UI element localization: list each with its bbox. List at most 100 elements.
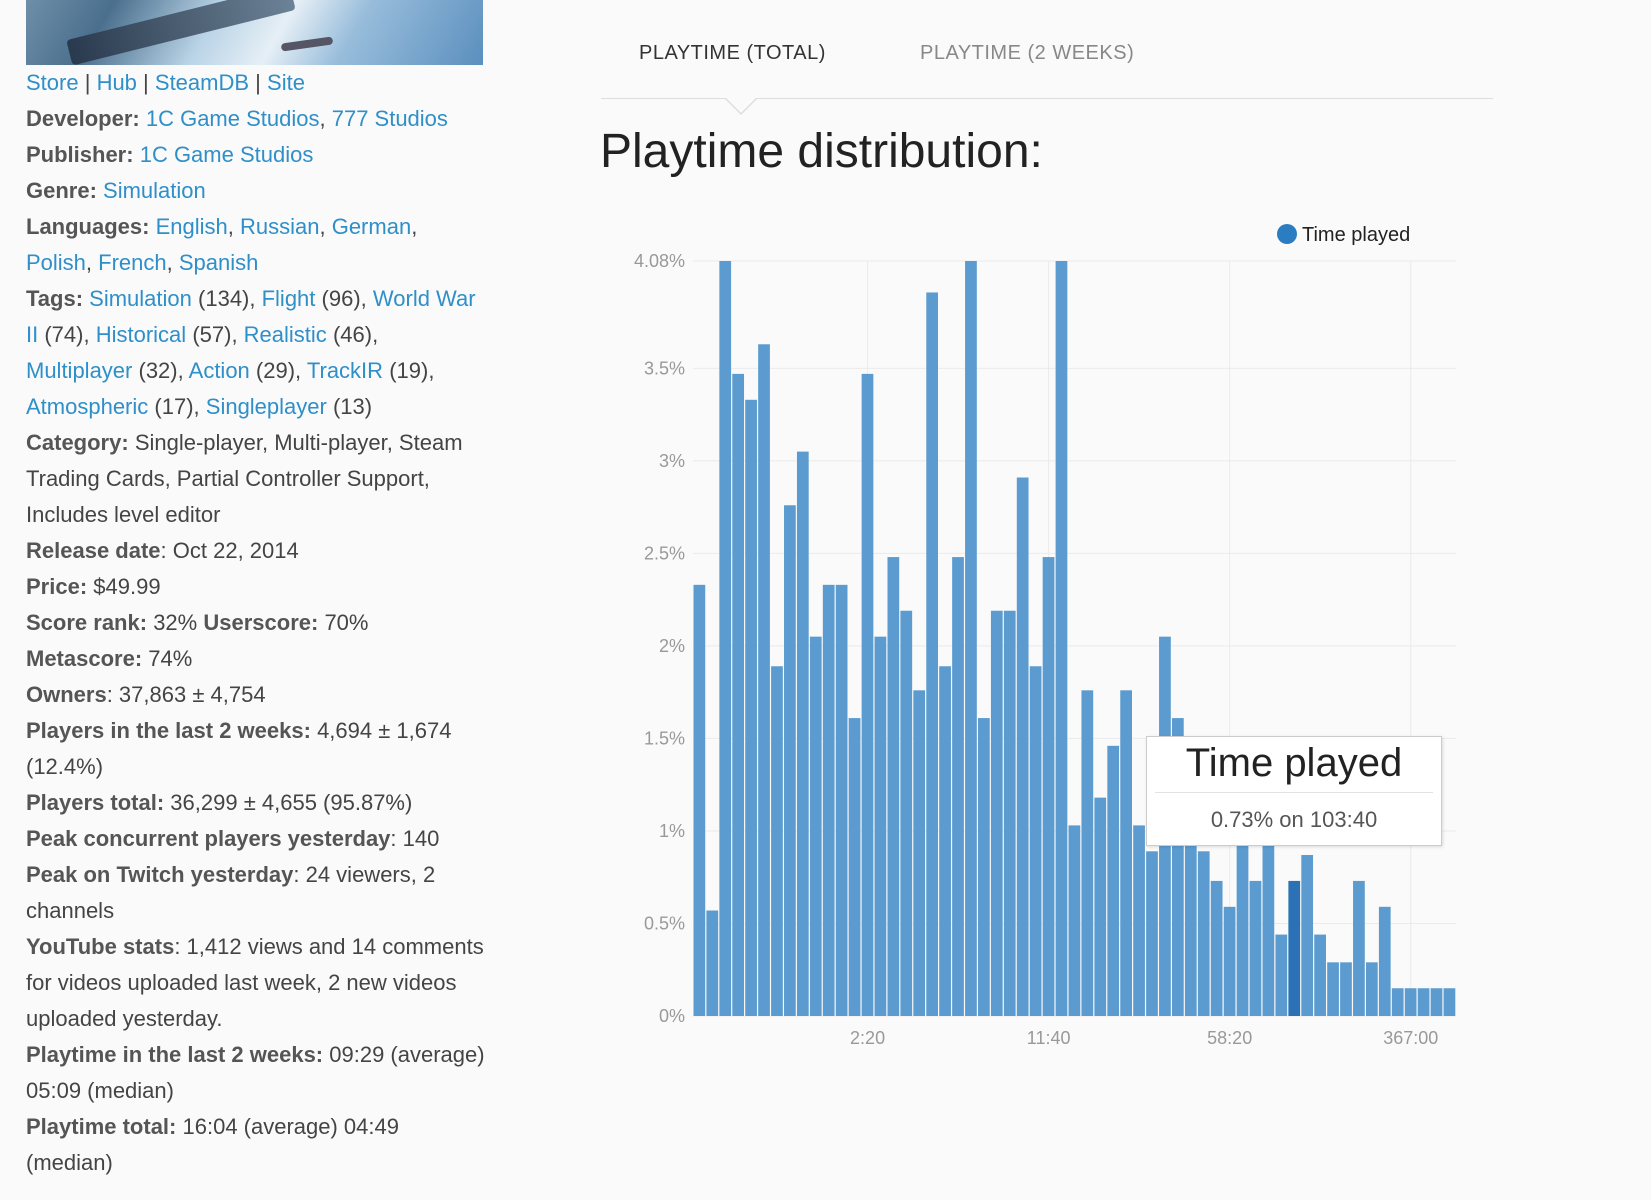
active-tab-pointer xyxy=(724,97,758,115)
tag-link[interactable]: Historical xyxy=(95,322,187,347)
histogram-bar xyxy=(784,505,796,1016)
histogram-bar xyxy=(1404,988,1417,1016)
tag-link[interactable]: Action xyxy=(188,358,250,383)
developer-link[interactable]: 1C Game Studios xyxy=(145,106,320,131)
owners-label: Owners xyxy=(26,682,107,707)
tag-count: (57) xyxy=(192,322,232,347)
histogram-bar xyxy=(952,557,964,1016)
language-link[interactable]: Polish xyxy=(26,250,86,275)
histogram-bar xyxy=(1353,880,1365,1016)
histogram-bar xyxy=(1016,477,1029,1017)
histogram-bar xyxy=(1197,851,1210,1016)
tooltip-text: 0.73% on 103:40 xyxy=(1210,807,1378,832)
tag-link[interactable]: Flight xyxy=(261,286,316,311)
genre-link[interactable]: Simulation xyxy=(103,178,206,203)
histogram-bar xyxy=(887,557,900,1016)
histogram-bar xyxy=(1340,962,1352,1016)
histogram-bar xyxy=(1184,775,1197,1016)
tab-playtime-total[interactable]: PLAYTIME (TOTAL) xyxy=(639,42,826,64)
histogram-bar xyxy=(1430,988,1443,1016)
histogram-bar xyxy=(874,636,887,1016)
language-link[interactable]: Spanish xyxy=(178,250,259,275)
peak-players-row: Peak concurrent players yesterday: 140 xyxy=(26,821,486,857)
score-rank-label: Score rank: xyxy=(26,610,148,635)
tags-row: Tags: Simulation (134), Flight (96), Wor… xyxy=(26,286,476,419)
site-link[interactable]: Site xyxy=(267,70,305,95)
histogram-bar xyxy=(926,292,939,1016)
histogram-bar xyxy=(1275,934,1288,1016)
y-tick-label: 3.5% xyxy=(644,358,685,378)
histogram-bar xyxy=(1327,962,1339,1016)
histogram-bar xyxy=(822,584,835,1016)
userscore-label: Userscore: xyxy=(203,610,319,635)
store-link[interactable]: Store xyxy=(26,70,79,95)
score-rank-value: 32% xyxy=(153,610,198,635)
histogram-bar xyxy=(1210,880,1223,1016)
histogram-bar xyxy=(1003,610,1016,1016)
histogram-bar xyxy=(1301,855,1314,1016)
tag-link[interactable]: Atmospheric xyxy=(26,394,149,419)
tag-link[interactable]: Simulation xyxy=(89,286,192,311)
tab-playtime-2-weeks[interactable]: PLAYTIME (2 WEEKS) xyxy=(920,42,1135,64)
histogram-bar xyxy=(965,261,977,1016)
histogram-bar xyxy=(1094,797,1107,1016)
histogram-bar xyxy=(913,690,926,1016)
histogram-bar xyxy=(809,636,822,1016)
histogram-bar xyxy=(1068,825,1081,1016)
tag-count: (134) xyxy=(198,286,250,311)
x-tick-label: 58:20 xyxy=(1207,1028,1252,1048)
steamdb-link[interactable]: SteamDB xyxy=(154,70,250,95)
language-link[interactable]: German xyxy=(331,214,412,239)
tag-count: (74) xyxy=(44,322,84,347)
players-2w-value: 4,694 ± 1,674 (12.4%) xyxy=(26,718,452,779)
genre-row: Genre: Simulation xyxy=(26,173,486,209)
publisher-link[interactable]: 1C Game Studios xyxy=(139,142,314,167)
category-value: Single-player, Multi-player, Steam Tradi… xyxy=(26,430,463,527)
category-row: Category: Single-player, Multi-player, S… xyxy=(26,425,486,533)
players-total-row: Players total: 36,299 ± 4,655 (95.87%) xyxy=(26,785,486,821)
language-link[interactable]: Russian xyxy=(239,214,320,239)
histogram-bar xyxy=(1249,880,1262,1016)
y-tick-label: 0% xyxy=(659,1006,685,1026)
tag-link[interactable]: Realistic xyxy=(243,322,327,347)
game-info-panel: Store | Hub | SteamDB | Site Developer: … xyxy=(26,65,486,1181)
score-row: Score rank: 32% Userscore: 70% xyxy=(26,605,486,641)
tag-link[interactable]: Singleplayer xyxy=(205,394,327,419)
language-link[interactable]: French xyxy=(98,250,167,275)
link-separator: | xyxy=(84,70,91,95)
histogram-bar xyxy=(758,344,770,1016)
tag-count: (29) xyxy=(255,358,296,383)
peak-players-label: Peak concurrent players yesterday xyxy=(26,826,391,851)
tag-link[interactable]: TrackIR xyxy=(306,358,384,383)
game-banner-image[interactable] xyxy=(26,0,483,65)
playtime-2w-row: Playtime in the last 2 weeks: 09:29 (ave… xyxy=(26,1037,486,1109)
twitch-row: Peak on Twitch yesterday: 24 viewers, 2 … xyxy=(26,857,486,929)
price-row: Price: $49.99 xyxy=(26,569,486,605)
players-2w-label: Players in the last 2 weeks: xyxy=(26,718,311,743)
developer-link[interactable]: 777 Studios xyxy=(331,106,448,131)
link-separator: | xyxy=(255,70,261,95)
release-value: : Oct 22, 2014 xyxy=(160,538,299,563)
link-separator: | xyxy=(143,70,149,95)
playtime-distribution-chart: 0% 0.5% 1% 1.5% 2% 2.5% 3% 3.5% 4.08% 2:20 11:40 58… xyxy=(634,224,1456,1048)
histogram-bar xyxy=(1262,825,1275,1016)
histogram-bar xyxy=(1029,666,1042,1016)
youtube-value: : 1,412 views and 14 comments for videos… xyxy=(26,934,484,1031)
hub-link[interactable]: Hub xyxy=(96,70,137,95)
x-tick-label: 11:40 xyxy=(1027,1028,1071,1048)
y-tick-label: 4.08% xyxy=(634,251,685,271)
developer-label: Developer: xyxy=(26,106,140,131)
y-tick-label: 2.5% xyxy=(644,543,685,563)
language-link[interactable]: English xyxy=(155,214,228,239)
histogram-bar xyxy=(719,261,732,1016)
banner-plane-wing xyxy=(66,0,296,65)
histogram-bar xyxy=(732,373,745,1016)
tag-link[interactable]: World War II xyxy=(26,286,476,347)
category-label: Category: xyxy=(26,430,129,455)
tag-link[interactable]: Multiplayer xyxy=(26,358,133,383)
playtime-2w-value: 09:29 (average) 05:09 (median) xyxy=(26,1042,485,1103)
playtime-total-value: 16:04 (average) 04:49 (median) xyxy=(26,1114,399,1175)
genre-label: Genre: xyxy=(26,178,97,203)
tag-count: (13) xyxy=(332,394,373,419)
histogram-bar xyxy=(1081,690,1094,1016)
